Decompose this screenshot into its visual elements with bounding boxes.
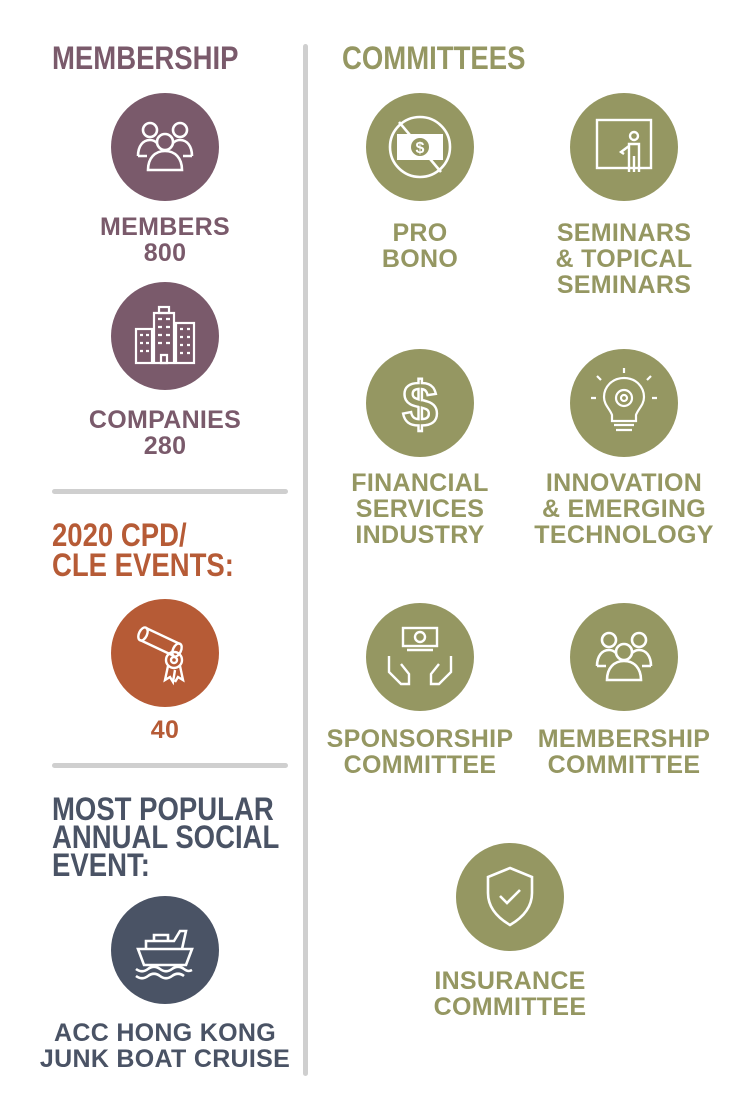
- members-value: 800: [143, 239, 187, 267]
- social-title-line3: EVENT:: [52, 847, 150, 883]
- committee-financial-line2: SERVICES: [355, 495, 485, 523]
- presenter-board-icon: [570, 93, 678, 201]
- section-divider: [52, 489, 288, 494]
- shield-check-icon: [456, 843, 564, 951]
- committee-innovation-line1: INNOVATION: [545, 469, 703, 497]
- committee-seminars-line2: & TOPICAL: [555, 245, 693, 273]
- buildings-icon: [111, 282, 219, 390]
- svg-text:$: $: [416, 140, 425, 157]
- committee-membership-line1: MEMBERSHIP: [537, 725, 711, 753]
- companies-label: COMPANIES: [88, 406, 242, 434]
- events-title-line1: 2020 CPD/: [52, 517, 187, 553]
- boat-icon: [111, 896, 219, 1004]
- social-title-line2: ANNUAL SOCIAL: [52, 819, 280, 855]
- lightbulb-gear-icon: [570, 349, 678, 457]
- dollar-sign-icon: $: [366, 349, 474, 457]
- svg-text:$: $: [402, 368, 438, 438]
- social-title-line1: MOST POPULAR: [52, 791, 274, 827]
- committee-insurance-line2: COMMITTEE: [433, 993, 587, 1021]
- events-value: 40: [150, 716, 180, 744]
- committee-membership-line2: COMMITTEE: [547, 751, 701, 779]
- committee-pro-bono-line2: BONO: [381, 245, 459, 273]
- people-group-icon: [111, 93, 219, 201]
- committee-sponsorship-line2: COMMITTEE: [343, 751, 497, 779]
- no-money-icon: $: [366, 93, 474, 201]
- membership-title: MEMBERSHIP: [52, 40, 239, 76]
- social-label-line2: JUNK BOAT CRUISE: [39, 1045, 291, 1073]
- diploma-scroll-icon: [111, 599, 219, 707]
- hands-money-icon: [366, 603, 474, 711]
- committee-innovation-line2: & EMERGING: [541, 495, 707, 523]
- people-group-icon: [570, 603, 678, 711]
- column-divider: [303, 44, 308, 1076]
- events-title-line2: CLE EVENTS:: [52, 547, 234, 583]
- committee-innovation-line3: TECHNOLOGY: [534, 521, 714, 549]
- committee-financial-line1: FINANCIAL: [351, 469, 489, 497]
- committee-seminars-line1: SEMINARS: [556, 219, 692, 247]
- committee-sponsorship-line1: SPONSORSHIP: [326, 725, 514, 753]
- committee-pro-bono-line1: PRO: [392, 219, 448, 247]
- social-label-line1: ACC HONG KONG: [54, 1019, 276, 1047]
- companies-value: 280: [143, 432, 187, 460]
- committee-insurance-line1: INSURANCE: [434, 967, 586, 995]
- committee-seminars-line3: SEMINARS: [556, 271, 692, 299]
- members-label: MEMBERS: [100, 213, 230, 241]
- committees-title: COMMITTEES: [342, 40, 526, 76]
- committee-financial-line3: INDUSTRY: [355, 521, 485, 549]
- section-divider: [52, 763, 288, 768]
